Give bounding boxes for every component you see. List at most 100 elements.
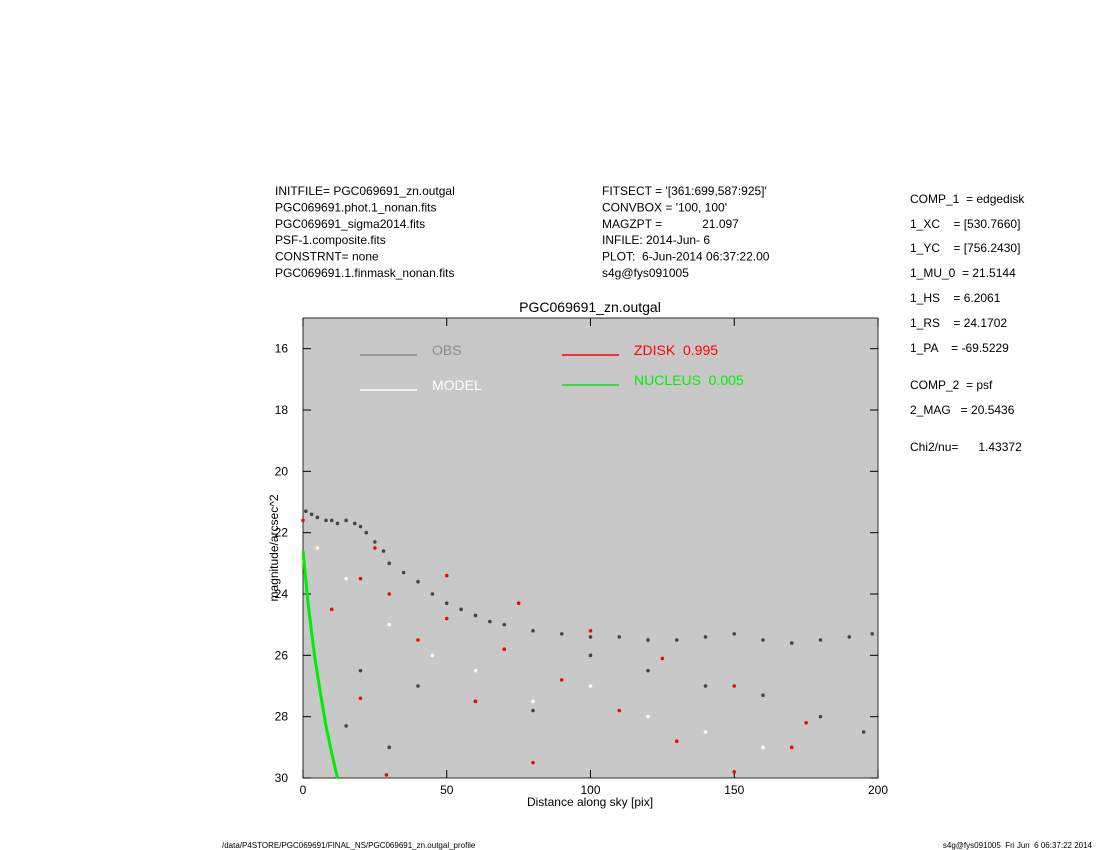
data-point	[401, 570, 406, 575]
data-point	[646, 638, 650, 642]
data-point	[531, 708, 535, 713]
y-tick-label: 26	[275, 648, 289, 662]
data-point	[358, 524, 363, 529]
data-point	[335, 521, 340, 526]
data-point	[660, 656, 665, 661]
data-point	[381, 549, 386, 553]
fit-parameter: 1_YC = [756.2430]	[910, 241, 1020, 255]
footer-left: /data/P4STORE/PGC069691/FINAL_NS/PGC0696…	[222, 841, 476, 850]
data-point	[516, 601, 521, 605]
data-point	[531, 760, 535, 765]
data-point	[732, 770, 737, 774]
legend-label: OBS	[432, 342, 462, 358]
data-point	[861, 730, 866, 734]
x-tick-label: 0	[300, 783, 307, 797]
legend-label: NUCLEUS 0.005	[634, 372, 744, 388]
data-point	[703, 730, 708, 734]
data-point	[444, 573, 449, 578]
data-point	[473, 699, 478, 704]
fit-parameter: 1_HS = 6.2061	[910, 291, 1001, 305]
data-point	[344, 518, 348, 523]
data-point	[301, 518, 305, 523]
data-point	[387, 561, 392, 566]
data-point	[488, 619, 492, 624]
header-line: PGC069691.1.finmask_nonan.fits	[275, 266, 454, 280]
legend-label: ZDISK 0.995	[634, 342, 718, 358]
y-tick-label: 22	[275, 526, 289, 540]
data-point	[416, 638, 420, 642]
data-point	[761, 638, 765, 642]
data-point	[559, 678, 564, 682]
data-point	[315, 546, 320, 550]
data-point	[588, 629, 593, 633]
data-point	[315, 515, 320, 520]
data-point	[329, 607, 334, 612]
data-point	[559, 632, 564, 636]
data-point	[416, 684, 420, 688]
data-point	[329, 518, 334, 523]
header-line: FITSECT = '[361:699,587:925]'	[602, 184, 767, 198]
data-point	[473, 613, 478, 618]
fit-parameter: 1_PA = -69.5229	[910, 341, 1009, 355]
data-point	[344, 576, 348, 581]
plot-area	[303, 318, 878, 778]
data-point	[444, 616, 449, 621]
data-point	[732, 632, 737, 636]
data-point	[789, 745, 794, 750]
data-point	[358, 668, 363, 673]
data-point	[761, 693, 765, 697]
data-point	[531, 699, 535, 704]
header-line: CONVBOX = '100, 100'	[602, 200, 727, 214]
header-line: PGC069691.phot.1_nonan.fits	[275, 200, 436, 214]
data-point	[804, 721, 808, 725]
data-point	[646, 714, 650, 719]
data-point	[324, 518, 328, 523]
x-tick-label: 200	[868, 783, 888, 797]
data-point	[373, 540, 377, 544]
data-point	[818, 638, 823, 642]
series-line	[301, 550, 339, 779]
header-line: INITFILE= PGC069691_zn.outgal	[275, 184, 455, 198]
data-point	[387, 592, 392, 596]
fit-parameter: 1_XC = [530.7660]	[910, 217, 1020, 231]
data-point	[387, 622, 392, 627]
y-tick-label: 24	[275, 587, 289, 601]
fit-parameter: 2_MAG = 20.5436	[910, 403, 1015, 417]
header-line: PGC069691_sigma2014.fits	[275, 217, 425, 231]
x-tick-label: 150	[724, 783, 744, 797]
data-point	[588, 653, 593, 658]
chart-title: PGC069691_zn.outgal	[519, 299, 661, 315]
data-point	[444, 601, 449, 605]
fit-parameter: COMP_2 = psf	[910, 378, 993, 392]
fit-parameter: COMP_1 = edgedisk	[910, 192, 1025, 206]
y-axis-label: magnitude/arcsec^2	[267, 494, 281, 601]
data-point	[789, 641, 794, 645]
data-point	[387, 745, 392, 750]
y-tick-label: 16	[275, 342, 289, 356]
data-point	[617, 708, 622, 713]
legend-label: MODEL	[432, 377, 482, 393]
data-point	[818, 714, 823, 719]
data-point	[847, 635, 852, 639]
data-point	[732, 684, 737, 688]
data-point	[870, 632, 875, 636]
y-tick-label: 18	[275, 403, 289, 417]
data-point	[459, 607, 463, 612]
x-axis-label: Distance along sky [pix]	[527, 795, 653, 809]
header-line: PSF-1.composite.fits	[275, 233, 386, 247]
data-point	[531, 629, 535, 633]
data-point	[358, 576, 363, 581]
x-tick-label: 50	[440, 783, 454, 797]
y-tick-label: 20	[275, 464, 289, 478]
data-point	[384, 773, 389, 777]
data-point	[703, 684, 708, 688]
data-point	[674, 739, 679, 743]
data-point	[502, 622, 507, 627]
fit-parameter: 1_RS = 24.1702	[910, 316, 1007, 330]
data-point	[416, 579, 420, 584]
data-point	[344, 724, 348, 728]
data-point	[473, 668, 478, 673]
data-point	[430, 592, 435, 596]
data-point	[502, 647, 507, 651]
